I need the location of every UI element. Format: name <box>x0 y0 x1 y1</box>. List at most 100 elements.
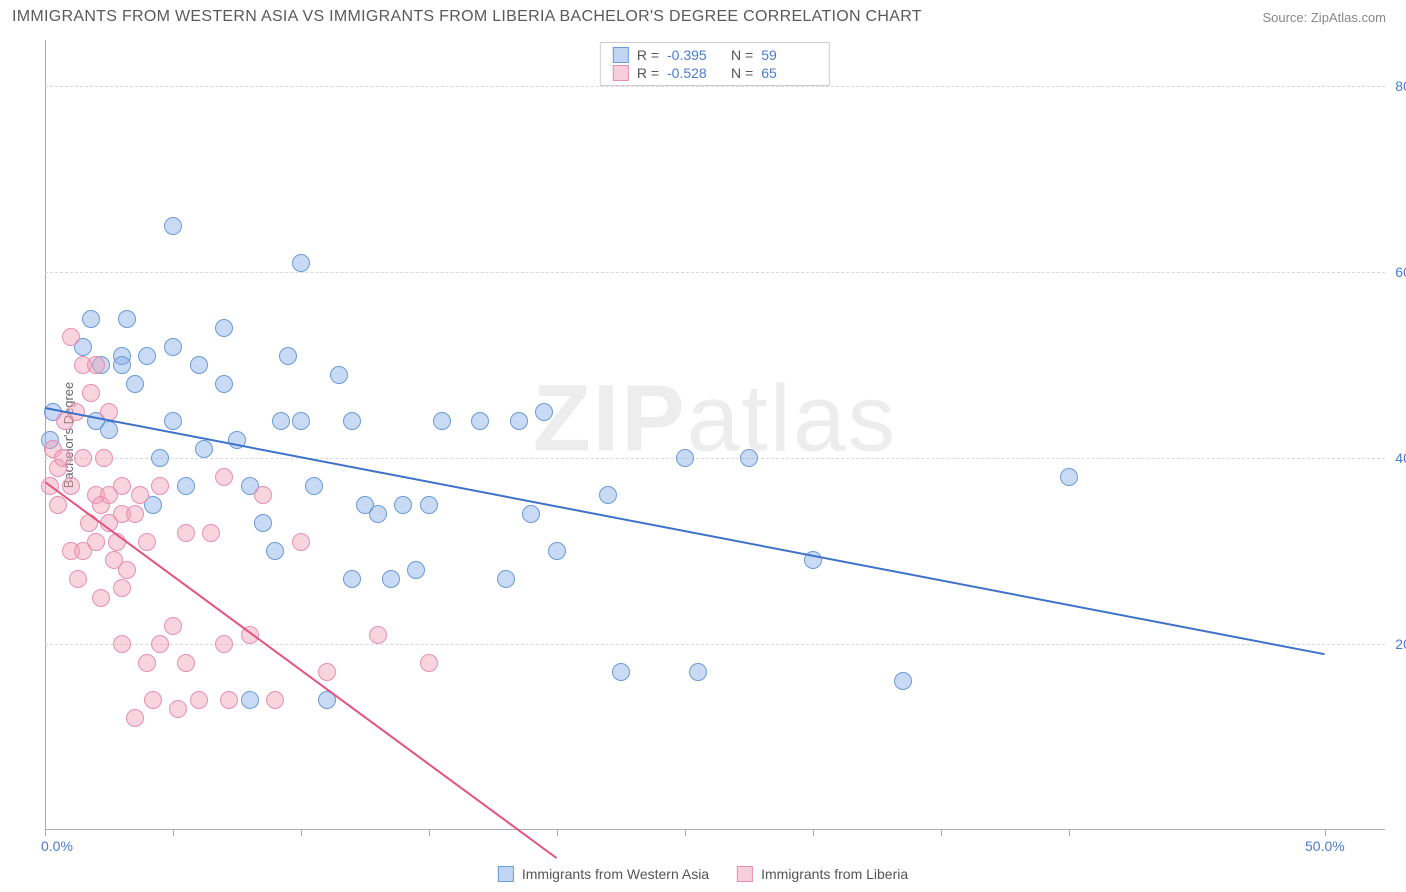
scatter-point <box>195 440 213 458</box>
scatter-point <box>215 375 233 393</box>
x-tick <box>941 830 942 836</box>
x-tick <box>429 830 430 836</box>
scatter-point <box>292 412 310 430</box>
scatter-point <box>407 561 425 579</box>
scatter-point <box>95 449 113 467</box>
scatter-point <box>62 477 80 495</box>
y-tick-label: 40.0% <box>1395 450 1406 466</box>
scatter-point <box>420 496 438 514</box>
source-label: Source: ZipAtlas.com <box>1262 10 1386 25</box>
scatter-point <box>113 477 131 495</box>
x-tick-label: 50.0% <box>1305 838 1345 854</box>
scatter-point <box>131 486 149 504</box>
x-tick <box>1069 830 1070 836</box>
stat-r-value: -0.528 <box>667 65 723 81</box>
scatter-point <box>215 468 233 486</box>
scatter-point <box>87 533 105 551</box>
gridline <box>45 644 1385 645</box>
x-tick <box>685 830 686 836</box>
scatter-point <box>254 514 272 532</box>
scatter-point <box>62 328 80 346</box>
scatter-point <box>126 505 144 523</box>
scatter-point <box>292 254 310 272</box>
scatter-point <box>151 477 169 495</box>
scatter-point <box>126 709 144 727</box>
scatter-point <box>394 496 412 514</box>
y-tick-label: 60.0% <box>1395 264 1406 280</box>
scatter-point <box>548 542 566 560</box>
stats-row: R = -0.528 N = 65 <box>613 64 817 82</box>
scatter-point <box>369 626 387 644</box>
scatter-point <box>151 635 169 653</box>
stat-n-value: 65 <box>761 65 817 81</box>
scatter-point <box>241 691 259 709</box>
scatter-point <box>612 663 630 681</box>
scatter-point <box>138 654 156 672</box>
stat-r-label: R = <box>637 47 659 63</box>
scatter-point <box>215 635 233 653</box>
scatter-point <box>169 700 187 718</box>
scatter-point <box>177 654 195 672</box>
scatter-point <box>305 477 323 495</box>
scatter-point <box>190 356 208 374</box>
scatter-point <box>164 338 182 356</box>
scatter-point <box>676 449 694 467</box>
swatch-pink-icon <box>613 65 629 81</box>
chart-title: IMMIGRANTS FROM WESTERN ASIA VS IMMIGRAN… <box>12 8 922 26</box>
scatter-point <box>87 356 105 374</box>
scatter-point <box>54 449 72 467</box>
scatter-point <box>126 375 144 393</box>
scatter-point <box>272 412 290 430</box>
scatter-point <box>471 412 489 430</box>
swatch-pink-icon <box>737 866 753 882</box>
scatter-point <box>254 486 272 504</box>
swatch-blue-icon <box>498 866 514 882</box>
scatter-point <box>92 589 110 607</box>
y-tick-label: 80.0% <box>1395 78 1406 94</box>
scatter-point <box>151 449 169 467</box>
gridline <box>45 272 1385 273</box>
scatter-point <box>894 672 912 690</box>
trend-line <box>45 407 1325 655</box>
stat-r-value: -0.395 <box>667 47 723 63</box>
gridline <box>45 458 1385 459</box>
x-tick-label: 0.0% <box>41 838 73 854</box>
swatch-blue-icon <box>613 47 629 63</box>
y-tick-label: 20.0% <box>1395 636 1406 652</box>
scatter-point <box>220 691 238 709</box>
scatter-point <box>118 561 136 579</box>
x-tick <box>45 830 46 836</box>
scatter-point <box>82 384 100 402</box>
scatter-point <box>497 570 515 588</box>
scatter-point <box>177 477 195 495</box>
plot-region: 20.0%40.0%60.0%80.0%0.0%50.0% <box>45 40 1385 830</box>
scatter-point <box>82 310 100 328</box>
scatter-point <box>215 319 233 337</box>
stat-n-label: N = <box>731 47 753 63</box>
scatter-point <box>164 617 182 635</box>
scatter-point <box>318 663 336 681</box>
x-tick <box>1325 830 1326 836</box>
scatter-point <box>177 524 195 542</box>
bottom-legend: Immigrants from Western Asia Immigrants … <box>498 866 908 882</box>
scatter-point <box>535 403 553 421</box>
gridline <box>45 86 1385 87</box>
stat-r-label: R = <box>637 65 659 81</box>
stats-row: R = -0.395 N = 59 <box>613 46 817 64</box>
scatter-point <box>510 412 528 430</box>
scatter-point <box>164 412 182 430</box>
scatter-point <box>420 654 438 672</box>
chart-area: Bachelor's Degree ZIPatlas 20.0%40.0%60.… <box>45 40 1385 830</box>
scatter-point <box>599 486 617 504</box>
scatter-point <box>740 449 758 467</box>
scatter-point <box>369 505 387 523</box>
scatter-point <box>433 412 451 430</box>
scatter-point <box>343 570 361 588</box>
scatter-point <box>343 412 361 430</box>
scatter-point <box>113 356 131 374</box>
legend-item: Immigrants from Western Asia <box>498 866 709 882</box>
scatter-point <box>279 347 297 365</box>
legend-label: Immigrants from Western Asia <box>522 866 709 882</box>
scatter-point <box>138 347 156 365</box>
x-tick <box>813 830 814 836</box>
